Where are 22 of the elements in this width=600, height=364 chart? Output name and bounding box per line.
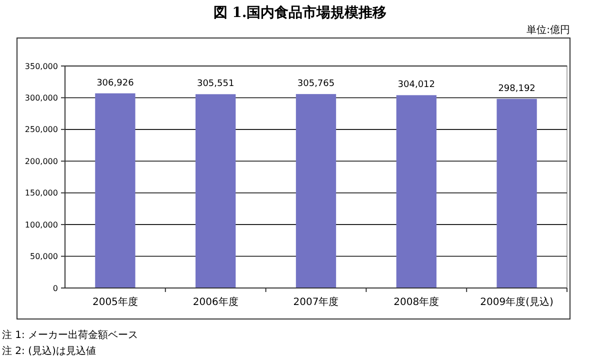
text: 注 1: メーカー出荷金額ベース [2, 329, 138, 341]
x-tick-label: 2009年度(見込) [480, 296, 554, 308]
text: 注 2: (見込)は見込値 [2, 345, 96, 357]
y-tick-label: 200,000 [24, 156, 58, 166]
text: 単位:億円 [526, 24, 570, 36]
data-label: 305,765 [297, 79, 335, 90]
data-label: 305,551 [196, 79, 234, 90]
y-tick-label: 50,000 [30, 252, 58, 262]
y-tick-label: 250,000 [24, 125, 58, 134]
x-tick-label: 2007年度 [293, 296, 339, 308]
x-tick-label: 2008年度 [394, 296, 440, 308]
data-label: 304,012 [398, 80, 436, 90]
data-label: 298,192 [498, 84, 536, 94]
y-tick-label: 100,000 [24, 220, 58, 230]
chart-title: 図 1.国内食品市場規模推移 [213, 4, 387, 21]
y-tick-label: 150,000 [24, 188, 58, 198]
x-tick-label: 2005年度 [92, 296, 138, 308]
data-label: 306,926 [96, 78, 134, 88]
y-tick-label: 300,000 [24, 94, 58, 103]
x-tick-label: 2006年度 [192, 296, 238, 308]
y-tick-label: 0 [52, 284, 58, 293]
y-tick-label: 350,000 [24, 62, 58, 71]
